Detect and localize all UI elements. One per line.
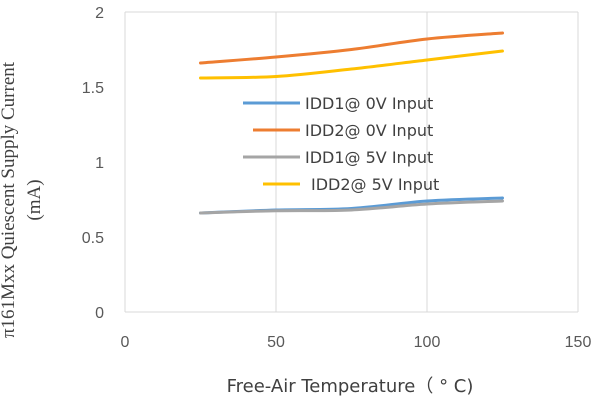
grid-lines: [124, 11, 579, 313]
series-line-1: [199, 31, 504, 65]
y-tick-label-2: 1: [95, 155, 104, 172]
x-tick-label-1: 50: [267, 334, 285, 351]
x-tick-label-2: 100: [414, 334, 441, 351]
series-line-2: [199, 199, 504, 215]
x-axis-label: Free-Air Temperature（ ° C): [227, 376, 474, 397]
series-lines: [199, 31, 504, 215]
x-tick-label-0: 0: [121, 334, 130, 351]
series-line-3: [199, 49, 504, 80]
legend-label-3: IDD2@ 5V Input: [311, 175, 439, 194]
y-tick-label-0: 0: [95, 305, 104, 322]
legend-label-2: IDD1@ 5V Input: [305, 148, 433, 167]
y-tick-label-1: 0.5: [82, 230, 104, 247]
y-tick-label-3: 1.5: [82, 80, 104, 97]
x-tick-labels: 0 50 100 150: [121, 334, 592, 351]
y-axis-label-line2: (mA): [24, 179, 45, 220]
y-axis-label-line1: π161Mxx Quiescent Supply Current: [0, 61, 19, 338]
x-tick-label-3: 150: [565, 334, 592, 351]
legend-label-1: IDD2@ 0V Input: [305, 121, 433, 140]
legend-label-0: IDD1@ 0V Input: [305, 94, 433, 113]
y-tick-label-4: 2: [95, 5, 104, 22]
legend: IDD1@ 0V Input IDD2@ 0V Input IDD1@ 5V Inp…: [243, 94, 439, 194]
y-tick-labels: 0 0.5 1 1.5 2: [82, 5, 104, 322]
